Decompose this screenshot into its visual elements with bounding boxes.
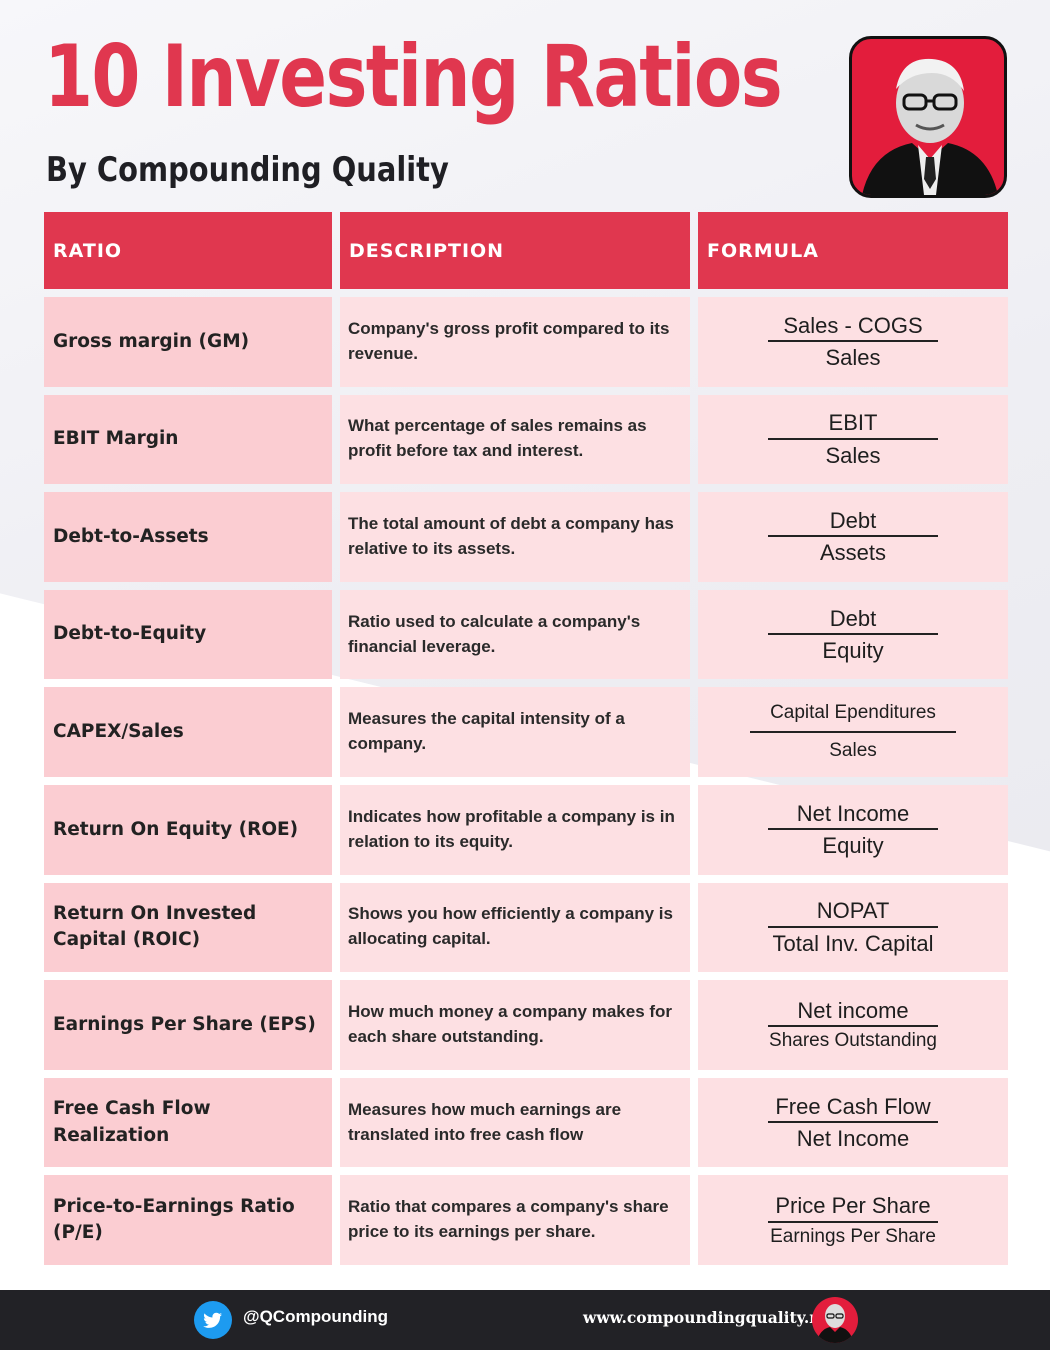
ratio-formula: EBIT Sales [698,394,1008,485]
ratio-name: Return On Equity (ROE) [44,784,332,875]
ratio-formula: Debt Assets [698,492,1008,582]
description-text: Company's gross profit compared to its r… [348,318,670,363]
ratio-formula: Capital Ependitures Sales [698,687,1008,777]
description-text: Indicates how profitable a company is in… [348,806,675,851]
formula-numerator: Sales - COGS [783,312,923,338]
ratio-name: Free Cash Flow Realization [44,1077,332,1168]
fraction-bar [768,925,938,928]
ratio-name: Earnings Per Share (EPS) [44,980,332,1070]
table-row: CAPEX/Sales Measures the capital intensit… [44,687,1008,777]
description-text: Ratio used to calculate a company's fina… [348,611,641,656]
ratio-description: What percentage of sales remains as prof… [340,394,690,485]
ratio-description: Ratio that compares a company's share pr… [340,1175,690,1265]
fraction-bar [768,340,938,343]
ratio-name: Gross margin (GM) [44,297,332,387]
description-text: Measures the capital intensity of a comp… [348,709,625,754]
formula-denominator: Equity [822,638,884,664]
table-header-row: RATIO DESCRIPTION FORMULA [44,212,1008,289]
ratio-description: Shows you how efficiently a company is a… [340,882,690,973]
ratio-description: How much money a company makes for each … [340,980,690,1070]
twitter-handle-link[interactable]: @QCompounding [243,1307,388,1326]
fraction-bar [768,633,938,636]
twitter-icon[interactable] [194,1301,232,1339]
formula-numerator: NOPAT [816,898,890,924]
formula-numerator: Net income [797,997,909,1023]
ratio-description: Ratio used to calculate a company's fina… [340,589,690,680]
fraction-bar [768,1025,938,1028]
ratio-formula: Net Income Equity [698,784,1008,875]
description-text: Measures how much earnings are translate… [348,1099,622,1144]
formula-denominator: Sales [829,740,877,762]
ratio-formula: NOPAT Total Inv. Capital [698,882,1008,973]
ratio-description: Measures the capital intensity of a comp… [340,687,690,777]
formula-denominator: Earnings Per Share [770,1225,936,1247]
table-row: Debt-to-Assets The total amount of debt a… [44,492,1008,582]
website-link[interactable]: www.compoundingquality.net [583,1308,838,1327]
formula-numerator: Price Per Share [775,1193,931,1219]
ratio-formula: Net income Shares Outstanding [698,980,1008,1070]
table-row: Gross margin (GM) Company's gross profit … [44,297,1008,387]
formula-denominator: Net Income [796,1126,910,1152]
formula-denominator: Equity [822,833,884,859]
formula-denominator: Sales [825,345,881,371]
fraction-bar [768,1121,938,1124]
formula-numerator: Free Cash Flow [775,1093,931,1119]
fraction-bar [768,828,938,831]
page-title: 10 Investing Ratios [44,27,783,127]
formula-denominator: Shares Outstanding [769,1030,937,1052]
formula-numerator: Debt [829,605,877,631]
ratio-name: CAPEX/Sales [44,687,332,777]
column-header-formula: FORMULA [698,212,1008,289]
ratio-name: Debt-to-Equity [44,589,332,680]
column-header-ratio: RATIO [44,212,332,289]
table-row: Return On Invested Capital (ROIC) Shows y… [44,882,1008,973]
portrait-logo [849,36,1007,198]
ratio-description: The total amount of debt a company has r… [340,492,690,582]
formula-numerator: Net Income [796,800,910,826]
fraction-bar [768,437,938,440]
ratio-description: Measures how much earnings are translate… [340,1077,690,1168]
table-row: Free Cash Flow Realization Measures how m… [44,1077,1008,1168]
table-row: Price-to-Earnings Ratio (P/E) Ratio that … [44,1175,1008,1265]
ratio-formula: Price Per Share Earnings Per Share [698,1175,1008,1265]
fraction-bar [768,535,938,538]
ratios-table: RATIO DESCRIPTION FORMULA Gross margin (… [44,212,1008,1273]
table-row: EBIT Margin What percentage of sales rema… [44,394,1008,485]
description-text: How much money a company makes for each … [348,1001,673,1046]
formula-denominator: Total Inv. Capital [772,930,934,956]
ratio-formula: Free Cash Flow Net Income [698,1077,1008,1168]
footer-bar [0,1290,1050,1350]
ratio-formula: Sales - COGS Sales [698,297,1008,387]
formula-numerator: Debt [829,507,877,533]
fraction-bar [750,731,956,734]
table-row: Return On Equity (ROE) Indicates how prof… [44,784,1008,875]
ratio-name: Debt-to-Assets [44,492,332,582]
ratio-name: Price-to-Earnings Ratio (P/E) [44,1175,332,1265]
formula-denominator: Assets [819,540,887,566]
formula-denominator: Sales [825,442,881,468]
ratio-name: EBIT Margin [44,394,332,485]
description-text: Shows you how efficiently a company is a… [348,904,673,949]
table-row: Debt-to-Equity Ratio used to calculate a … [44,589,1008,680]
description-text: Ratio that compares a company's share pr… [348,1197,669,1242]
portrait-avatar-icon [812,1297,858,1343]
fraction-bar [768,1220,938,1223]
description-text: The total amount of debt a company has r… [348,514,674,558]
ratio-name: Return On Invested Capital (ROIC) [44,882,332,973]
ratio-description: Indicates how profitable a company is in… [340,784,690,875]
formula-numerator: Capital Ependitures [770,702,936,724]
ratio-description: Company's gross profit compared to its r… [340,297,690,387]
description-text: What percentage of sales remains as prof… [348,416,647,461]
page-subtitle: By Compounding Quality [46,150,449,190]
column-header-description: DESCRIPTION [340,212,690,289]
table-row: Earnings Per Share (EPS) How much money a… [44,980,1008,1070]
formula-numerator: EBIT [828,410,878,436]
ratio-formula: Debt Equity [698,589,1008,680]
